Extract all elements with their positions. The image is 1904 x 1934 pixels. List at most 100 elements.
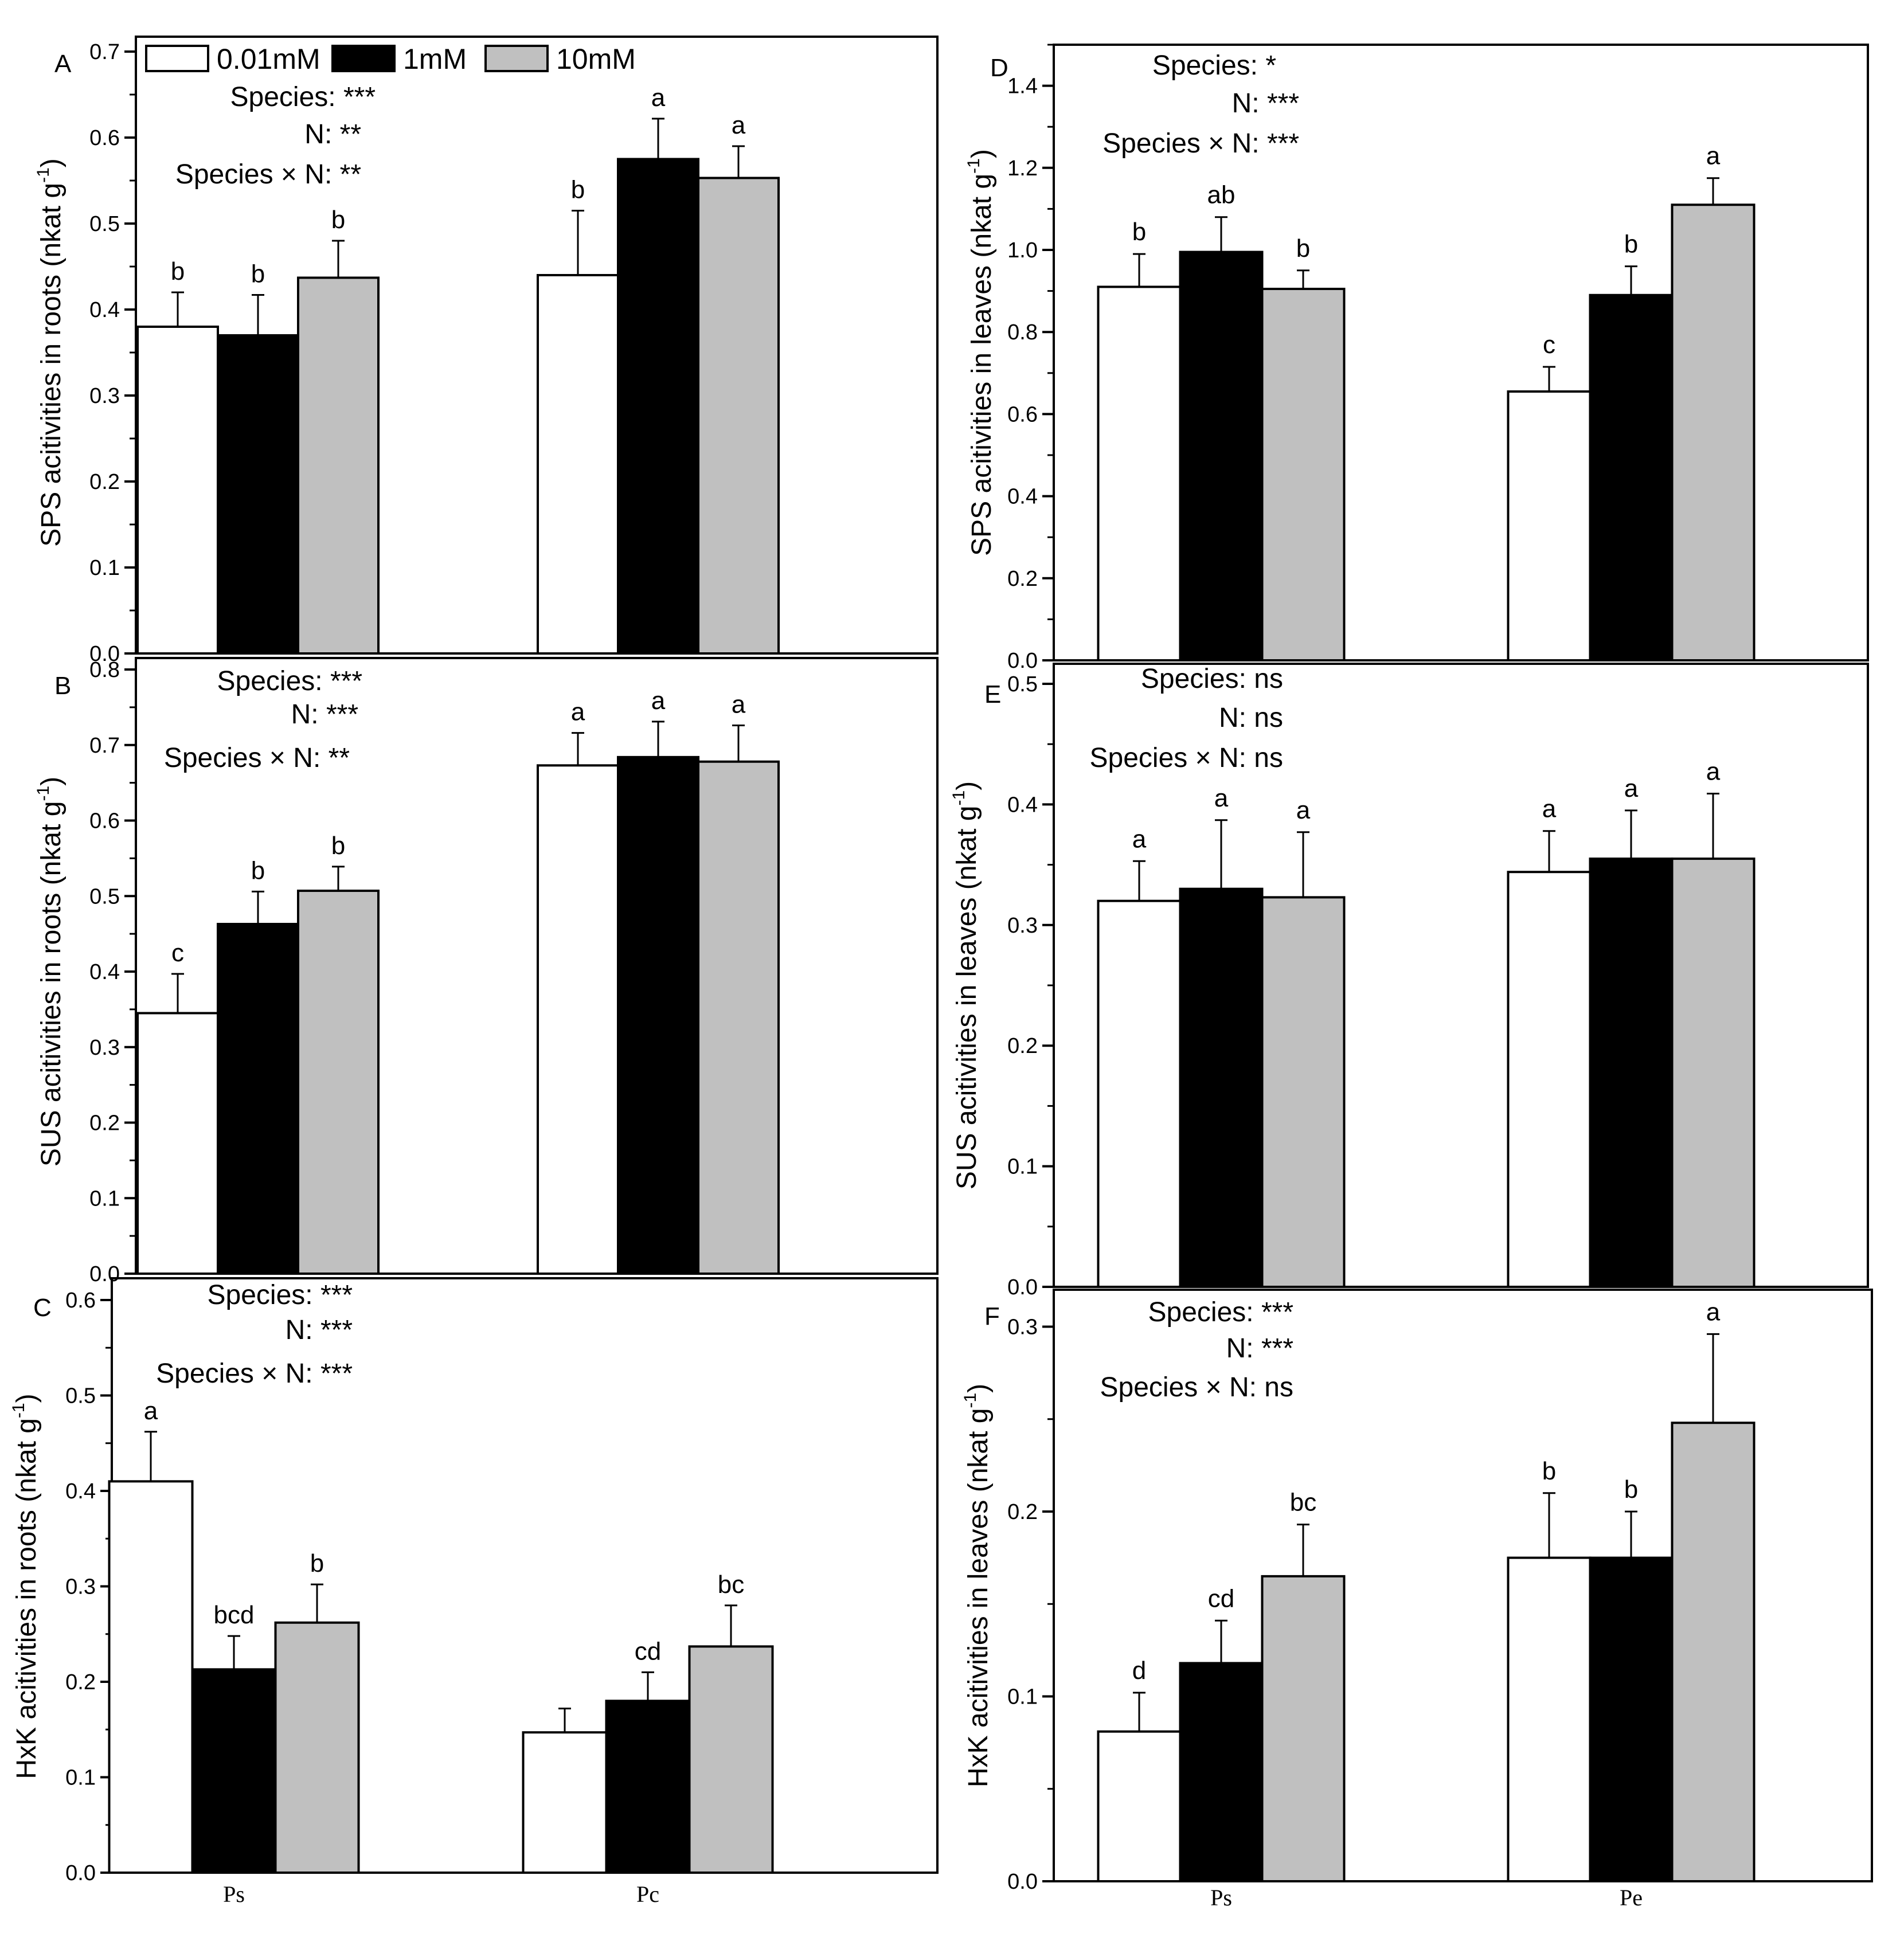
panel-F-bar-g1-s2 — [1671, 1422, 1756, 1882]
panel-C-sig-letter-g0-s2: b — [310, 1549, 324, 1577]
panel-F-ytick-label-2: 0.2 — [1007, 1500, 1038, 1524]
panel-F-bar-g1-s0 — [1507, 1556, 1592, 1882]
panel-B-ytick-label-4: 0.4 — [89, 960, 120, 984]
panel-C-category-0: Ps — [223, 1881, 245, 1907]
panel-D-ytick-label-7: 1.4 — [1007, 75, 1038, 99]
panel-E-ylabel: SUS acitivities in leaves (nkat g-1) — [949, 781, 982, 1189]
legend-swatch-1 — [331, 45, 396, 72]
panel-D-sps-leaves: D 0.0 0.2 0.4 0.6 0.8 1.0 1.2 1.4 SPS acitivities… — [964, 44, 1869, 673]
panel-B-sus-roots: B 0.0 0.1 0.2 0.3 0.4 0.5 0.6 0.7 0.8 SUS acitivit… — [34, 657, 939, 1286]
panel-A-bar-g1-s1 — [617, 158, 699, 655]
panel-A-letter: A — [54, 50, 72, 78]
panel-D-sig-letter-g1-s2: a — [1706, 142, 1721, 170]
panel-E-bar-g0-s2 — [1261, 896, 1346, 1288]
panel-D-bar-g1-s2 — [1671, 203, 1756, 661]
legend-entry-0: 0.01mM — [145, 43, 320, 75]
panel-D-letter: D — [990, 54, 1008, 82]
panel-C-bar-g0-s1 — [191, 1668, 277, 1874]
panel-C-ytick-label-0: 0.0 — [65, 1861, 96, 1885]
panel-E-stat-2: Species × N: ns — [1090, 743, 1284, 773]
legend-label-0: 0.01mM — [217, 43, 320, 75]
panel-C-sig-letter-g1-s1: cd — [635, 1637, 661, 1665]
panel-C-ylabel-sup: -1 — [9, 1403, 28, 1418]
panel-F-bar-g0-s1 — [1179, 1662, 1264, 1882]
panel-B-ytick-label-7: 0.7 — [89, 734, 120, 758]
panel-B-ytick-label-0: 0.0 — [89, 1262, 120, 1286]
legend-entry-2: 10mM — [484, 43, 636, 75]
panel-E-ylabel-main: SUS acitivities in leaves (nkat g — [952, 806, 982, 1190]
panel-F-ylabel-main: HxK acitivities in leaves (nkat g — [963, 1408, 994, 1788]
legend-label-2: 10mM — [556, 43, 636, 75]
panel-A-ytick-label-7: 0.7 — [89, 40, 120, 64]
panel-D-ytick-label-1: 0.2 — [1007, 567, 1038, 591]
panel-E-sig-letter-g0-s0: a — [1132, 825, 1147, 853]
panel-D-sig-letter-g0-s0: b — [1132, 218, 1146, 246]
panel-F-sig-letter-g1-s2: a — [1706, 1298, 1721, 1326]
panel-B-bar-g1-s2 — [697, 760, 780, 1275]
panel-F-bar-g1-s1 — [1589, 1556, 1674, 1882]
panel-E-bar-g0-s0 — [1097, 899, 1182, 1288]
panel-A-sig-letter-g1-s0: b — [571, 176, 585, 204]
panel-A-bar-g1-s2 — [697, 177, 780, 655]
panel-A-ylabel-main: SPS acitivities in roots (nkat g — [36, 183, 67, 547]
panel-F-stat-2: Species × N: ns — [1100, 1372, 1294, 1403]
panel-F-ytick-label-0: 0.0 — [1007, 1870, 1038, 1894]
panel-A-sig-letter-g0-s2: b — [331, 206, 345, 234]
panel-B-sig-letter-g0-s2: b — [331, 832, 345, 860]
panel-D-ylabel-sup: -1 — [964, 158, 983, 174]
panel-D-ytick-label-6: 1.2 — [1007, 156, 1038, 181]
panel-A-ylabel-close: ) — [36, 158, 67, 167]
panel-A-sig-letter-g1-s1: a — [651, 84, 666, 112]
panel-C-hxk-roots: C 0.0 0.1 0.2 0.3 0.4 0.5 0.6 HxK acitivities in… — [9, 1277, 939, 1907]
panel-A-ytick-label-3: 0.3 — [89, 384, 120, 408]
panel-C-stat-2: Species × N: *** — [156, 1359, 353, 1389]
panel-D-ytick-label-0: 0.0 — [1007, 649, 1038, 673]
panel-C-bar-g1-s0 — [522, 1731, 608, 1874]
panel-B-ytick-label-6: 0.6 — [89, 809, 120, 833]
panel-B-stat-2: Species × N: ** — [164, 743, 350, 773]
panel-C-ytick-label-1: 0.1 — [65, 1766, 96, 1790]
panel-A-bar-g1-s0 — [537, 274, 619, 655]
panel-B-ytick-label-5: 0.5 — [89, 884, 120, 909]
panel-E-bar-g1-s1 — [1589, 858, 1674, 1288]
panel-B-ylabel-sup: -1 — [34, 786, 53, 801]
panel-D-ytick-label-3: 0.6 — [1007, 402, 1038, 426]
panel-C-stat-0: Species: *** — [208, 1280, 353, 1310]
panel-F-category-0: Ps — [1210, 1885, 1232, 1910]
panel-B-ytick-label-2: 0.2 — [89, 1111, 120, 1136]
panel-F-category-1: Pe — [1620, 1885, 1643, 1910]
panel-E-bar-g1-s2 — [1671, 858, 1756, 1288]
panel-B-ylabel-main: SUS acitivities in roots (nkat g — [36, 801, 67, 1167]
panel-B-ytick-label-1: 0.1 — [89, 1187, 120, 1211]
panel-B-stat-0: Species: *** — [217, 666, 362, 696]
panel-F-ylabel-sup: -1 — [961, 1393, 980, 1408]
panel-C-sig-letter-g0-s0: a — [144, 1397, 158, 1425]
panel-F-stat-0: Species: *** — [1148, 1297, 1293, 1328]
panel-E-ytick-label-3: 0.3 — [1007, 914, 1038, 938]
legend-swatch-0 — [145, 45, 209, 72]
panel-A-ytick-label-4: 0.4 — [89, 298, 120, 322]
panel-F-sig-letter-g0-s1: cd — [1208, 1584, 1234, 1612]
panel-C-bar-g1-s1 — [605, 1700, 691, 1874]
panel-F-ylabel: HxK acitivities in leaves (nkat g-1) — [961, 1384, 994, 1787]
panel-F-ylabel-close: ) — [963, 1384, 994, 1393]
panel-A-stat-2: Species × N: ** — [175, 159, 361, 190]
panel-B-bar-g1-s0 — [537, 764, 619, 1275]
panel-B-bar-g0-s0 — [136, 1012, 219, 1275]
panel-A-ytick-label-0: 0.0 — [89, 642, 120, 666]
panel-D-frame — [1053, 44, 1869, 661]
panel-C-ytick-label-5: 0.5 — [65, 1384, 96, 1408]
panel-F-ytick-label-3: 0.3 — [1007, 1316, 1038, 1340]
panel-F-sig-letter-g1-s0: b — [1542, 1457, 1556, 1485]
panel-B-bar-g1-s1 — [617, 755, 699, 1275]
panel-D-sig-letter-g1-s1: b — [1624, 230, 1638, 259]
panel-E-letter: E — [984, 680, 1001, 708]
panel-B-ylabel: SUS acitivities in roots (nkat g-1) — [34, 777, 67, 1166]
legend-entry-1: 1mM — [331, 43, 467, 75]
panel-A-ylabel-sup: -1 — [34, 167, 53, 183]
panel-A-stat-0: Species: *** — [230, 82, 376, 112]
panel-F-sig-letter-g0-s2: bc — [1290, 1489, 1316, 1517]
panel-A-ytick-label-1: 0.1 — [89, 556, 120, 580]
panel-E-frame — [1053, 663, 1869, 1288]
